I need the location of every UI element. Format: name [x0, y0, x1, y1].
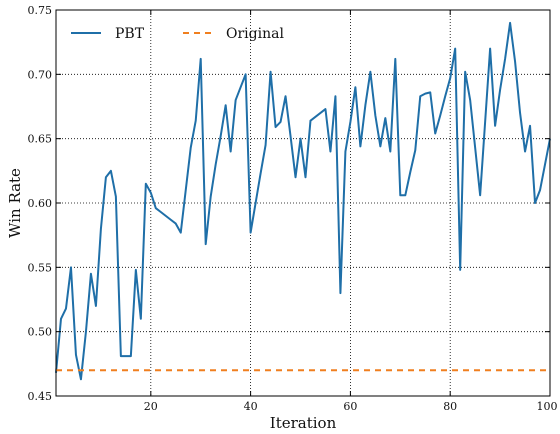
legend: PBT Original — [71, 26, 284, 42]
x-tick-label: 100 — [537, 400, 558, 413]
x-tick-label: 40 — [244, 400, 258, 413]
y-tick-label: 0.55 — [28, 261, 53, 274]
grid-lines — [56, 10, 550, 396]
legend-label-original: Original — [226, 26, 284, 42]
y-tick-label: 0.45 — [28, 390, 53, 403]
tick-labels: 20 40 60 80 100 0.45 0.50 0.55 0.60 0.65 0.70 0.75 — [28, 4, 558, 413]
series-layer — [55, 21, 551, 381]
y-tick-label: 0.70 — [28, 68, 53, 81]
x-tick-label: 80 — [443, 400, 457, 413]
axis-ticks — [56, 9, 551, 397]
y-tick-label: 0.65 — [28, 133, 53, 146]
legend-label-pbt: PBT — [115, 26, 145, 42]
x-tick-label: 60 — [343, 400, 357, 413]
y-tick-label: 0.75 — [28, 4, 53, 17]
x-tick-label: 20 — [144, 400, 158, 413]
y-tick-label: 0.60 — [28, 197, 53, 210]
y-tick-label: 0.50 — [28, 326, 53, 339]
x-axis-label: Iteration — [270, 414, 337, 432]
series-line-pbt — [55, 21, 551, 381]
y-axis-label: Win Rate — [6, 168, 24, 238]
